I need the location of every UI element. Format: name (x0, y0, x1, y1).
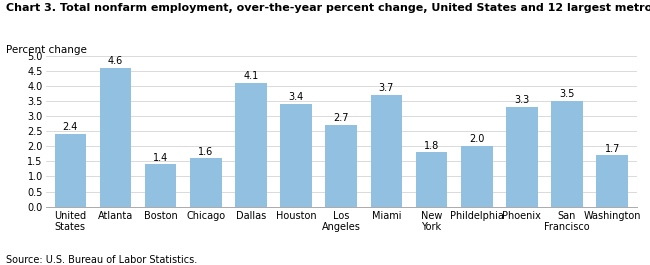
Bar (55, 134, 86, 207)
Bar (551, 101, 583, 207)
Bar (326, 125, 357, 207)
Text: Percent change: Percent change (6, 45, 87, 55)
Text: 2.4: 2.4 (62, 122, 78, 132)
Bar (99, 68, 131, 207)
Bar (506, 107, 538, 207)
Text: Chart 3. Total nonfarm employment, over-the-year percent change, United States a: Chart 3. Total nonfarm employment, over-… (6, 3, 650, 13)
Text: 4.6: 4.6 (108, 56, 123, 66)
Bar (280, 104, 312, 207)
Text: 1.4: 1.4 (153, 153, 168, 163)
Text: 4.1: 4.1 (243, 71, 259, 81)
Bar (596, 155, 628, 207)
Text: 1.6: 1.6 (198, 147, 213, 157)
Text: 2.7: 2.7 (333, 113, 349, 123)
Bar (235, 83, 266, 207)
Bar (145, 164, 176, 207)
Text: 3.7: 3.7 (379, 83, 394, 93)
Text: 3.5: 3.5 (560, 89, 575, 99)
Text: 3.4: 3.4 (289, 92, 304, 102)
Text: 2.0: 2.0 (469, 134, 484, 144)
Bar (416, 152, 447, 207)
Text: Source: U.S. Bureau of Labor Statistics.: Source: U.S. Bureau of Labor Statistics. (6, 255, 198, 265)
Bar (461, 146, 493, 207)
Text: 3.3: 3.3 (514, 95, 530, 105)
Bar (190, 158, 222, 207)
Text: 1.8: 1.8 (424, 140, 439, 151)
Bar (370, 95, 402, 207)
Text: 1.7: 1.7 (604, 144, 620, 153)
